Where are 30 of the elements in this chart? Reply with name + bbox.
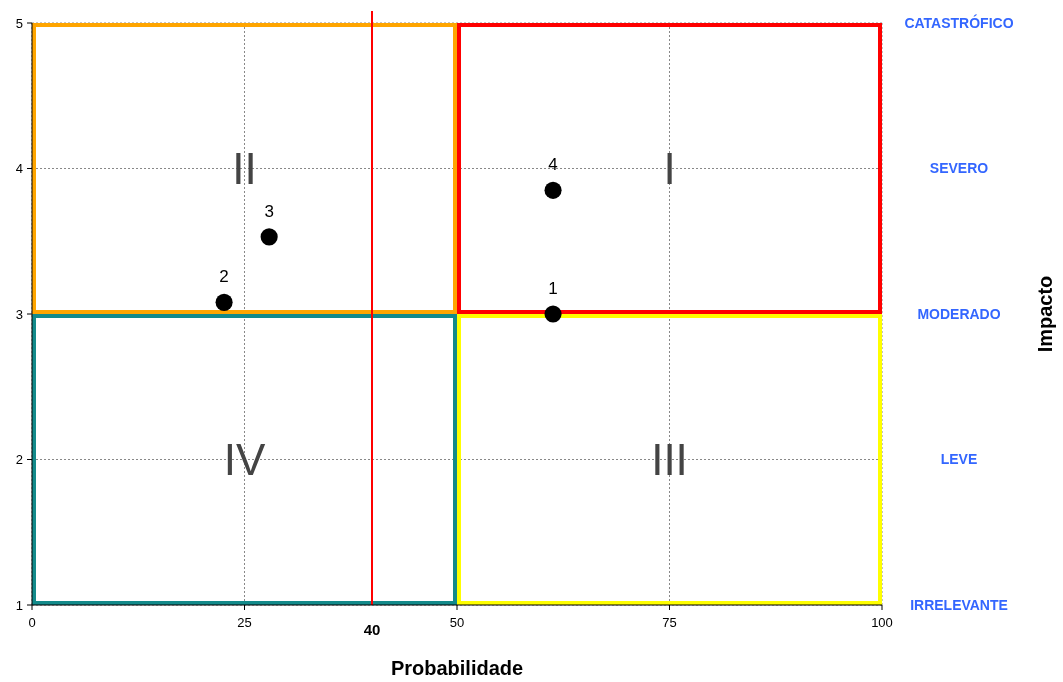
annotation: III [651,434,688,484]
annotation: 3 [264,201,274,221]
y-tick-label: 2 [15,452,23,468]
text: Impacto [1034,275,1056,353]
y-tick-label: 3 [15,306,23,322]
point [544,305,562,323]
annotation: 4 [548,155,558,175]
annotation: II [232,143,257,193]
point [260,228,278,246]
point [544,181,562,199]
annotation: 1 [548,279,558,298]
text: SEVERO [929,160,989,177]
text: CATASTRÓFICO [904,13,1014,31]
x-tick-label: 0 [28,615,36,630]
x-tick-label: 100 [871,615,893,630]
ref-line-label: 40 [363,621,381,638]
x-tick-label: 50 [449,615,465,630]
annotation: I [663,143,676,193]
x-tick-label: 25 [237,615,252,630]
text: MODERADO [917,305,1001,322]
annotation: IV [223,434,266,484]
x-tick-label: 75 [662,615,677,630]
x-axis-title: Probabilidade [390,657,524,679]
annotation: 2 [219,267,229,287]
text: IRRELEVANTE [910,596,1008,613]
y-tick-label: 4 [15,161,23,177]
y-tick-label: 5 [15,15,23,31]
text: LEVE [940,451,978,468]
point [215,293,233,311]
y-tick-label: 1 [15,597,23,613]
